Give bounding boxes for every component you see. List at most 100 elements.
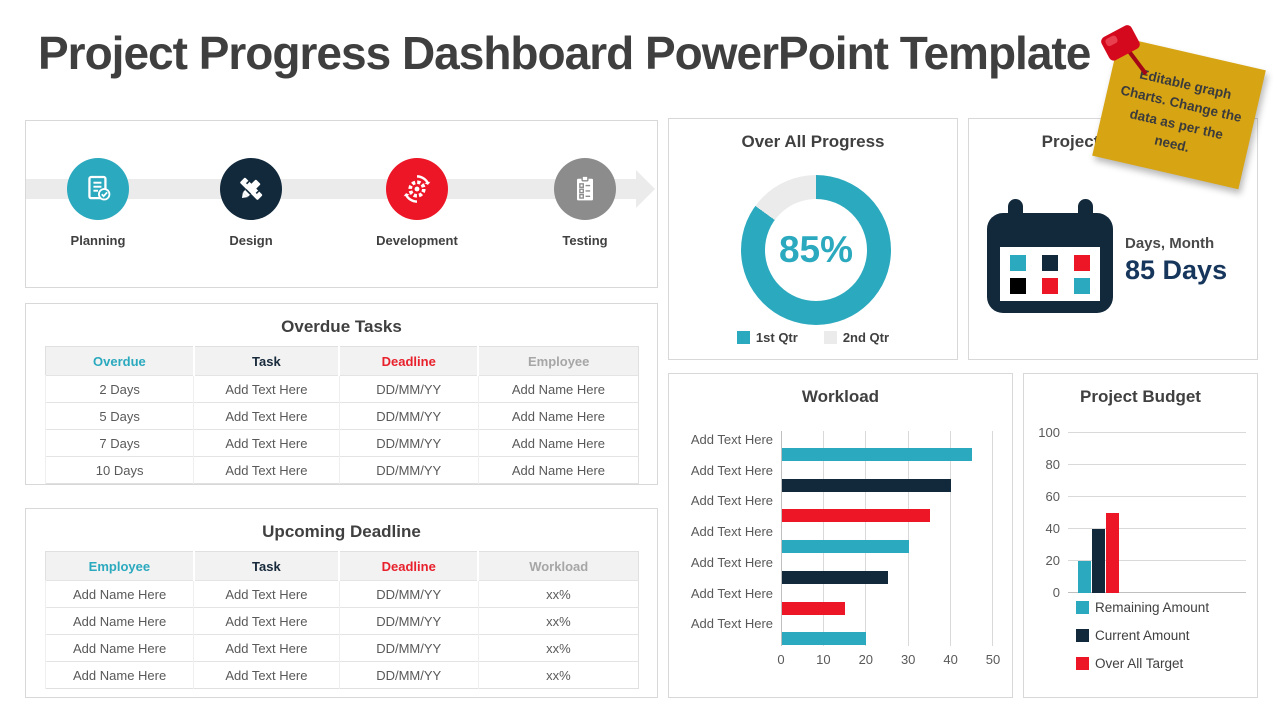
calendar-screen <box>1000 247 1100 301</box>
overall-progress-card: Over All Progress 85% 1st Qtr 2nd Qtr <box>668 118 958 360</box>
cell: xx% <box>477 634 639 662</box>
cell: xx% <box>477 661 639 689</box>
x-tick-label: 0 <box>777 652 785 667</box>
x-tick-label: 30 <box>900 652 916 667</box>
column-header: Employee <box>45 551 194 581</box>
cell: Add Text Here <box>193 661 340 689</box>
cell: DD/MM/YY <box>338 429 479 457</box>
gear-sync-icon <box>386 158 448 220</box>
gridline <box>1068 432 1246 433</box>
overall-progress-title: Over All Progress <box>741 132 885 151</box>
cell: Add Text Here <box>193 402 340 430</box>
workload-bar <box>782 632 867 646</box>
workload-category-label: Add Text Here <box>690 462 773 478</box>
workload-title: Workload <box>801 387 880 406</box>
column-header: Employee <box>477 346 639 376</box>
column-header: Task <box>192 551 340 581</box>
cell: DD/MM/YY <box>338 661 479 689</box>
timeline-arrow-band <box>26 179 636 199</box>
workload-x-axis: 0 10 20 30 40 50 <box>777 652 1000 668</box>
workload-bar <box>782 448 972 461</box>
cell: Add Text Here <box>193 375 340 403</box>
legend-swatch <box>1076 657 1089 670</box>
cell: DD/MM/YY <box>338 634 479 662</box>
budget-bar <box>1092 529 1105 593</box>
legend-label: 1st Qtr <box>755 330 798 345</box>
legend-label: Current Amount <box>1095 628 1190 643</box>
cell: 7 Days <box>44 429 194 457</box>
cell: DD/MM/YY <box>338 456 479 484</box>
x-tick-label: 10 <box>816 652 831 667</box>
gridline <box>1068 592 1246 593</box>
stage-label: Design <box>229 233 273 248</box>
cell: Add Name Here <box>477 402 639 430</box>
column-header: Overdue <box>45 346 194 376</box>
page-title: Project Progress Dashboard PowerPoint Te… <box>38 27 1091 79</box>
timeline-stage: Design <box>191 158 311 248</box>
cell: Add Name Here <box>44 661 194 689</box>
document-check-icon <box>67 158 129 220</box>
upcoming-deadline-card: Upcoming Deadline Employee Task Deadline… <box>25 508 658 698</box>
gridline <box>1068 528 1246 529</box>
timeline-arrowhead-icon <box>636 170 655 208</box>
cell: Add Text Here <box>193 456 340 484</box>
cell: DD/MM/YY <box>338 580 479 608</box>
table-row: 10 Days Add Text Here DD/MM/YY Add Name … <box>44 456 639 484</box>
table-row: 2 Days Add Text Here DD/MM/YY Add Name H… <box>44 375 639 403</box>
column-header: Workload <box>477 551 639 581</box>
table-row: Add Name Here Add Text Here DD/MM/YY xx% <box>44 580 639 608</box>
y-tick-label: 60 <box>1045 489 1060 504</box>
workload-plot <box>781 431 993 646</box>
y-tick-label: 100 <box>1038 425 1060 440</box>
gridline <box>823 431 825 646</box>
column-header: Deadline <box>338 346 479 376</box>
workload-category-label: Add Text Here <box>690 585 773 601</box>
table-row: Add Name Here Add Text Here DD/MM/YY xx% <box>44 607 639 635</box>
cell: DD/MM/YY <box>338 607 479 635</box>
legend-label: Over All Target <box>1095 656 1184 671</box>
cell: Add Name Here <box>44 634 194 662</box>
cell: Add Text Here <box>193 607 340 635</box>
workload-category-label: Add Text Here <box>690 432 773 447</box>
table-header-row: Overdue Task Deadline Employee <box>45 346 639 376</box>
workload-category-label: Add Text Here <box>690 554 773 570</box>
table-row: Add Name Here Add Text Here DD/MM/YY xx% <box>44 661 639 689</box>
upcoming-deadline-table: Employee Task Deadline Workload Add Name… <box>44 551 639 689</box>
stage-label: Planning <box>70 233 126 248</box>
push-pin-icon <box>1101 25 1148 76</box>
legend-swatch <box>1076 629 1089 642</box>
launch-days-value: 85 Days <box>1125 255 1228 285</box>
gridline <box>1068 496 1246 497</box>
calendar-icon <box>987 199 1113 315</box>
stage-label: Testing <box>562 233 608 248</box>
table-header-row: Employee Task Deadline Workload <box>45 551 639 581</box>
progress-percentage: 85% <box>778 229 854 270</box>
legend-swatch <box>1076 601 1089 614</box>
workload-bar <box>782 601 846 615</box>
cell: DD/MM/YY <box>338 375 479 403</box>
cell: Add Name Here <box>477 375 639 403</box>
legend-item: 1st Qtr <box>736 330 798 345</box>
legend-item: Over All Target <box>1076 656 1209 671</box>
legend-item: Current Amount <box>1076 628 1209 643</box>
workload-card: Workload Add Text Here Add Text Here Add T… <box>668 373 1013 698</box>
cell: 2 Days <box>44 375 194 403</box>
clipboard-checklist-icon <box>554 158 616 220</box>
timeline-stage: Testing <box>525 158 645 248</box>
x-tick-label: 50 <box>985 652 1001 667</box>
cell: Add Text Here <box>193 580 340 608</box>
cell: Add Name Here <box>44 607 194 635</box>
y-tick-label: 40 <box>1045 521 1060 536</box>
legend-swatch <box>736 331 750 344</box>
launch-subtitle: Days, Month <box>1125 235 1215 252</box>
upcoming-deadline-title: Upcoming Deadline <box>262 522 421 541</box>
y-tick-label: 20 <box>1045 553 1060 568</box>
cell: 5 Days <box>44 402 194 430</box>
timeline-card: Planning Design <box>25 120 658 288</box>
table-row: 5 Days Add Text Here DD/MM/YY Add Name H… <box>44 402 639 430</box>
cell: Add Name Here <box>477 429 639 457</box>
workload-bar <box>782 570 888 584</box>
timeline-stage: Development <box>357 158 477 248</box>
x-tick-label: 20 <box>858 652 874 667</box>
budget-legend: Remaining Amount Current Amount Over All… <box>1076 600 1209 671</box>
